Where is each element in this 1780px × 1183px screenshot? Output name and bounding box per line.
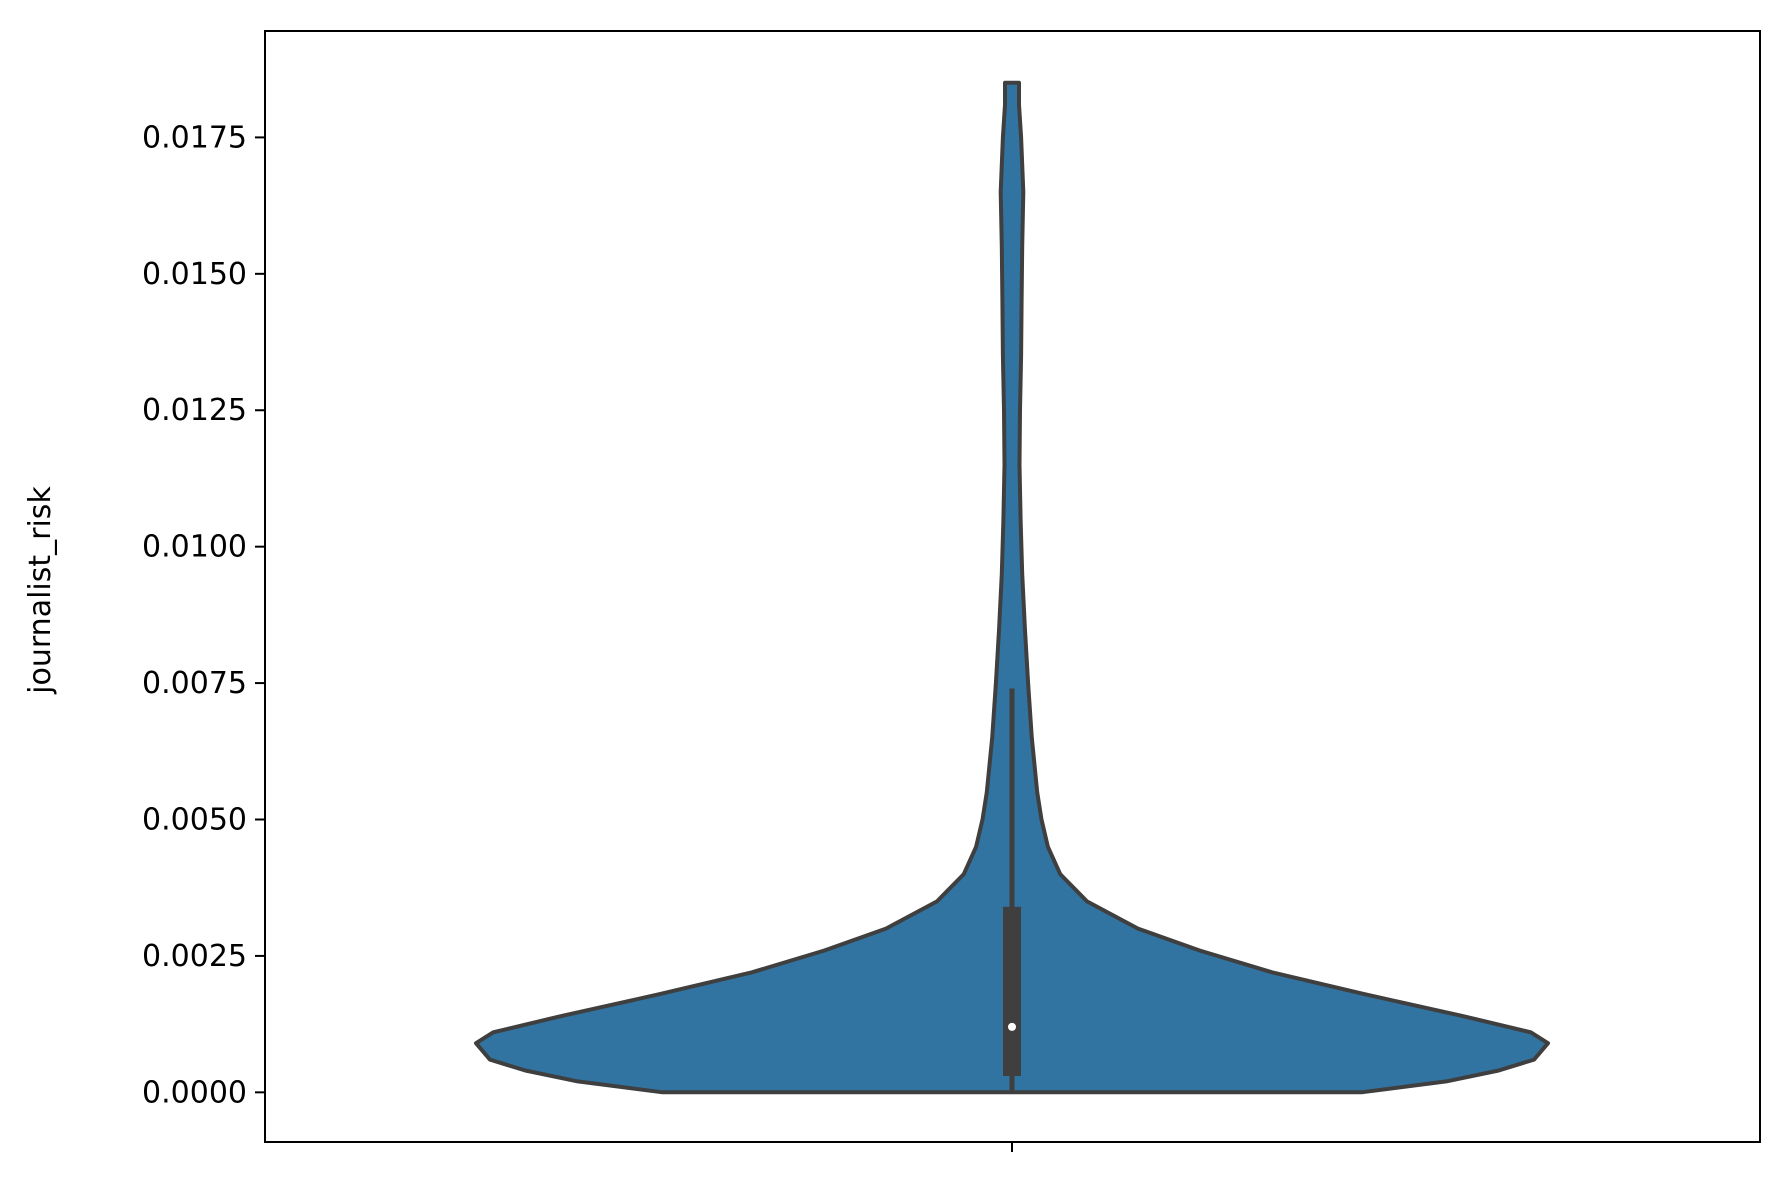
violin-body bbox=[474, 80, 1550, 1095]
plot-area bbox=[474, 80, 1550, 1095]
y-axis: 0.0000 0.0025 0.0050 0.0075 0.0100 0.0125 0.01… bbox=[142, 120, 265, 1110]
y-tick-label: 0.0100 bbox=[142, 530, 247, 565]
y-tick-label: 0.0075 bbox=[142, 666, 247, 701]
median-point bbox=[1008, 1022, 1016, 1031]
plot-frame bbox=[264, 30, 1761, 1143]
y-tick-label: 0.0175 bbox=[142, 120, 247, 155]
y-tick-label: 0.0050 bbox=[142, 803, 247, 838]
y-tick-label: 0.0150 bbox=[142, 257, 247, 292]
y-axis-label: journalist_risk bbox=[23, 486, 58, 695]
y-tick-label: 0.0025 bbox=[142, 939, 247, 974]
y-tick-label: 0.0125 bbox=[142, 393, 247, 428]
y-tick-label: 0.0000 bbox=[142, 1075, 247, 1110]
iqr-box bbox=[1003, 906, 1021, 1076]
